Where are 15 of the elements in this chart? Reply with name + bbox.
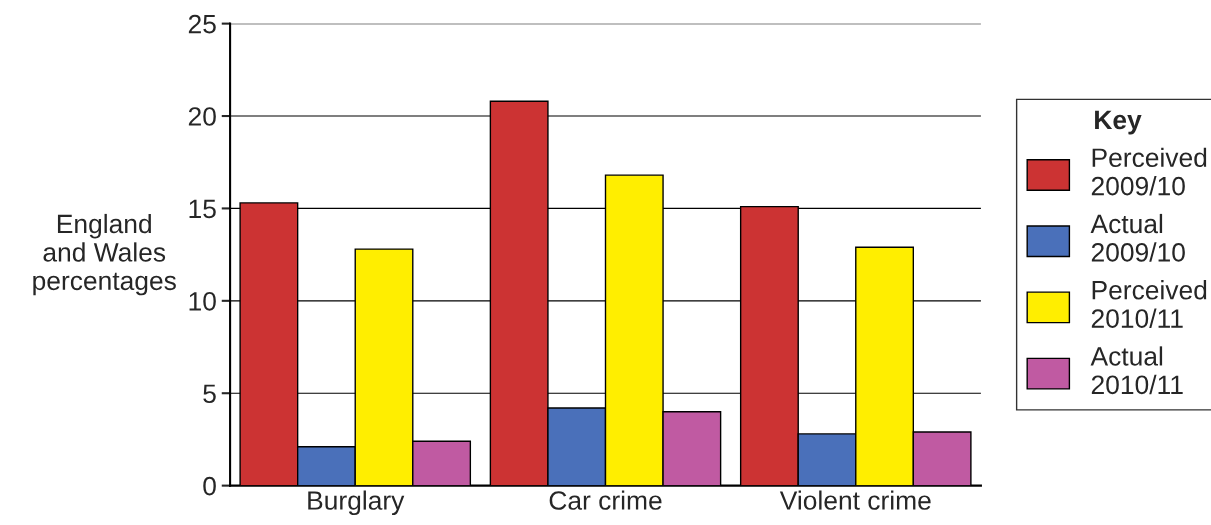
legend-label: Perceived 2009/10 [1091,147,1207,196]
legend-label: Actual 2010/11 [1090,346,1183,395]
y-tick-label: 10 [189,291,216,311]
y-tick-label: 20 [188,107,216,126]
legend-title: Key [1095,110,1142,135]
legend-label: Perceived 2010/11 [1091,280,1207,328]
x-tick-label: Violent crime [779,490,931,510]
y-tick-label: 25 [188,14,216,34]
x-tick-label: Car crime [549,490,662,510]
y-axis-title: England and Wales percentages [33,213,176,296]
legend-label: Actual 2009/10 [1090,213,1185,262]
y-tick-label: 15 [189,199,216,219]
y-tick-label: 5 [203,384,216,404]
y-tick-label: 0 [203,476,216,496]
x-tick-label: Burglary [308,490,405,516]
